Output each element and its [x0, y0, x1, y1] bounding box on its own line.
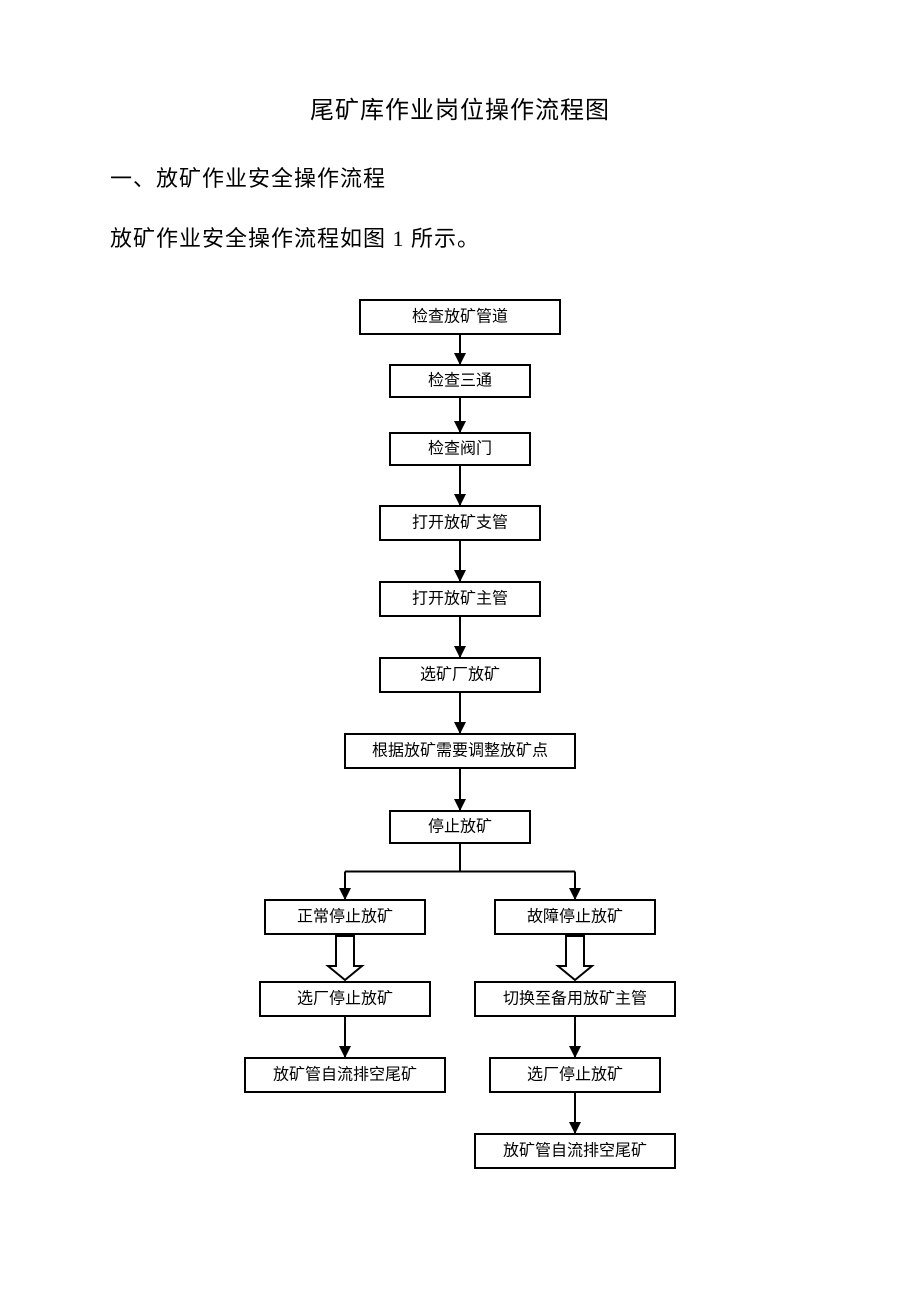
- section-heading: 一、放矿作业安全操作流程: [110, 161, 810, 193]
- flow-node-n11: 选厂停止放矿: [260, 982, 430, 1016]
- svg-text:打开放矿主管: 打开放矿主管: [412, 590, 508, 608]
- svg-text:选厂停止放矿: 选厂停止放矿: [527, 1066, 623, 1084]
- svg-text:放矿管自流排空尾矿: 放矿管自流排空尾矿: [503, 1142, 647, 1160]
- svg-text:选厂停止放矿: 选厂停止放矿: [297, 990, 393, 1008]
- flow-node-n6: 选矿厂放矿: [380, 658, 540, 692]
- svg-text:选矿厂放矿: 选矿厂放矿: [420, 666, 500, 684]
- flow-node-n12: 切换至备用放矿主管: [475, 982, 675, 1016]
- flow-node-n14: 选厂停止放矿: [490, 1058, 660, 1092]
- flow-node-n3: 检查阀门: [390, 433, 530, 465]
- flowchart-svg: 检查放矿管道检查三通检查阀门打开放矿支管打开放矿主管选矿厂放矿根据放矿需要调整放…: [230, 293, 690, 1193]
- flow-node-n4: 打开放矿支管: [380, 506, 540, 540]
- flow-node-n5: 打开放矿主管: [380, 582, 540, 616]
- flow-node-n13: 放矿管自流排空尾矿: [245, 1058, 445, 1092]
- document-title: 尾矿库作业岗位操作流程图: [110, 90, 810, 125]
- flow-node-n9: 正常停止放矿: [265, 900, 425, 934]
- flow-node-n2: 检查三通: [390, 365, 530, 397]
- svg-text:正常停止放矿: 正常停止放矿: [297, 908, 393, 926]
- svg-text:切换至备用放矿主管: 切换至备用放矿主管: [503, 990, 647, 1008]
- svg-text:检查阀门: 检查阀门: [428, 440, 492, 458]
- flow-node-n15: 放矿管自流排空尾矿: [475, 1134, 675, 1168]
- svg-text:检查放矿管道: 检查放矿管道: [412, 308, 508, 326]
- svg-text:根据放矿需要调整放矿点: 根据放矿需要调整放矿点: [372, 742, 548, 760]
- flow-node-n8: 停止放矿: [390, 811, 530, 843]
- flow-node-n7: 根据放矿需要调整放矿点: [345, 734, 575, 768]
- flow-node-n10: 故障停止放矿: [495, 900, 655, 934]
- svg-text:故障停止放矿: 故障停止放矿: [527, 908, 623, 926]
- svg-text:检查三通: 检查三通: [428, 372, 492, 390]
- flowchart-container: 检查放矿管道检查三通检查阀门打开放矿支管打开放矿主管选矿厂放矿根据放矿需要调整放…: [110, 293, 810, 1193]
- svg-text:打开放矿支管: 打开放矿支管: [412, 514, 508, 532]
- intro-line: 放矿作业安全操作流程如图 1 所示。: [110, 221, 810, 253]
- svg-text:放矿管自流排空尾矿: 放矿管自流排空尾矿: [273, 1066, 417, 1084]
- svg-text:停止放矿: 停止放矿: [428, 818, 492, 836]
- flow-node-n1: 检查放矿管道: [360, 300, 560, 334]
